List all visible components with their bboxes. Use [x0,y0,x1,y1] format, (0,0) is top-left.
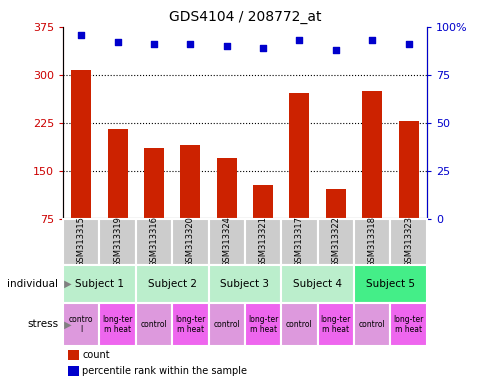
Text: stress: stress [27,319,58,329]
Bar [172,303,208,346]
Bar [99,219,136,265]
Text: GSM313322: GSM313322 [331,217,340,267]
Text: Subject 5: Subject 5 [365,279,414,289]
Point [222,43,230,49]
Bar [216,158,236,219]
Bar [172,219,208,265]
Bar [325,189,345,219]
Bar [289,93,309,219]
Text: control: control [358,320,385,329]
Title: GDS4104 / 208772_at: GDS4104 / 208772_at [168,10,320,25]
Text: individual: individual [7,279,58,289]
Text: long-ter
m heat: long-ter m heat [247,315,278,334]
Text: Subject 1: Subject 1 [75,279,124,289]
Bar [208,265,281,303]
Bar [63,303,99,346]
Text: long-ter
m heat: long-ter m heat [320,315,350,334]
Point [367,37,375,43]
Bar [107,129,127,219]
Bar [281,265,353,303]
Text: GSM313324: GSM313324 [222,217,231,267]
Bar [136,219,172,265]
Point [186,41,194,47]
Bar [253,185,272,219]
Bar [136,303,172,346]
Bar [208,303,244,346]
Bar [353,265,426,303]
Point [113,39,121,45]
Bar [99,303,136,346]
Text: GSM313318: GSM313318 [367,217,376,267]
Bar [317,219,353,265]
Text: count: count [82,350,110,360]
Text: Subject 2: Subject 2 [147,279,197,289]
Bar [208,219,244,265]
Bar [244,219,281,265]
Text: ▶: ▶ [60,279,71,289]
Bar [281,303,317,346]
Text: long-ter
m heat: long-ter m heat [102,315,133,334]
Bar [353,219,390,265]
Text: long-ter
m heat: long-ter m heat [175,315,205,334]
Text: Subject 4: Subject 4 [292,279,342,289]
Bar [353,303,390,346]
Text: long-ter
m heat: long-ter m heat [393,315,423,334]
Text: percentile rank within the sample: percentile rank within the sample [82,366,247,376]
Text: control: control [213,320,240,329]
Point [331,47,339,53]
Text: GSM313316: GSM313316 [149,217,158,267]
Bar [63,265,136,303]
Text: GSM313320: GSM313320 [185,217,195,267]
Text: GSM313315: GSM313315 [76,217,86,267]
Bar [71,70,91,219]
Text: GSM313317: GSM313317 [294,217,303,267]
Text: contro
l: contro l [69,315,93,334]
Text: ▶: ▶ [60,319,71,329]
Bar [390,219,426,265]
Bar [136,265,208,303]
Point [295,37,302,43]
Bar [317,303,353,346]
Text: control: control [140,320,167,329]
Bar [144,149,164,219]
Bar [244,303,281,346]
Bar [362,91,381,219]
Text: Subject 3: Subject 3 [220,279,269,289]
Text: GSM313321: GSM313321 [258,217,267,267]
Point [404,41,411,47]
Point [258,45,266,51]
Bar [63,219,99,265]
Bar [180,145,200,219]
Point [150,41,157,47]
Bar [281,219,317,265]
Text: control: control [286,320,312,329]
Bar [390,303,426,346]
Bar [398,121,418,219]
Text: GSM313323: GSM313323 [403,217,412,267]
Point [77,31,85,38]
Text: GSM313319: GSM313319 [113,217,122,267]
